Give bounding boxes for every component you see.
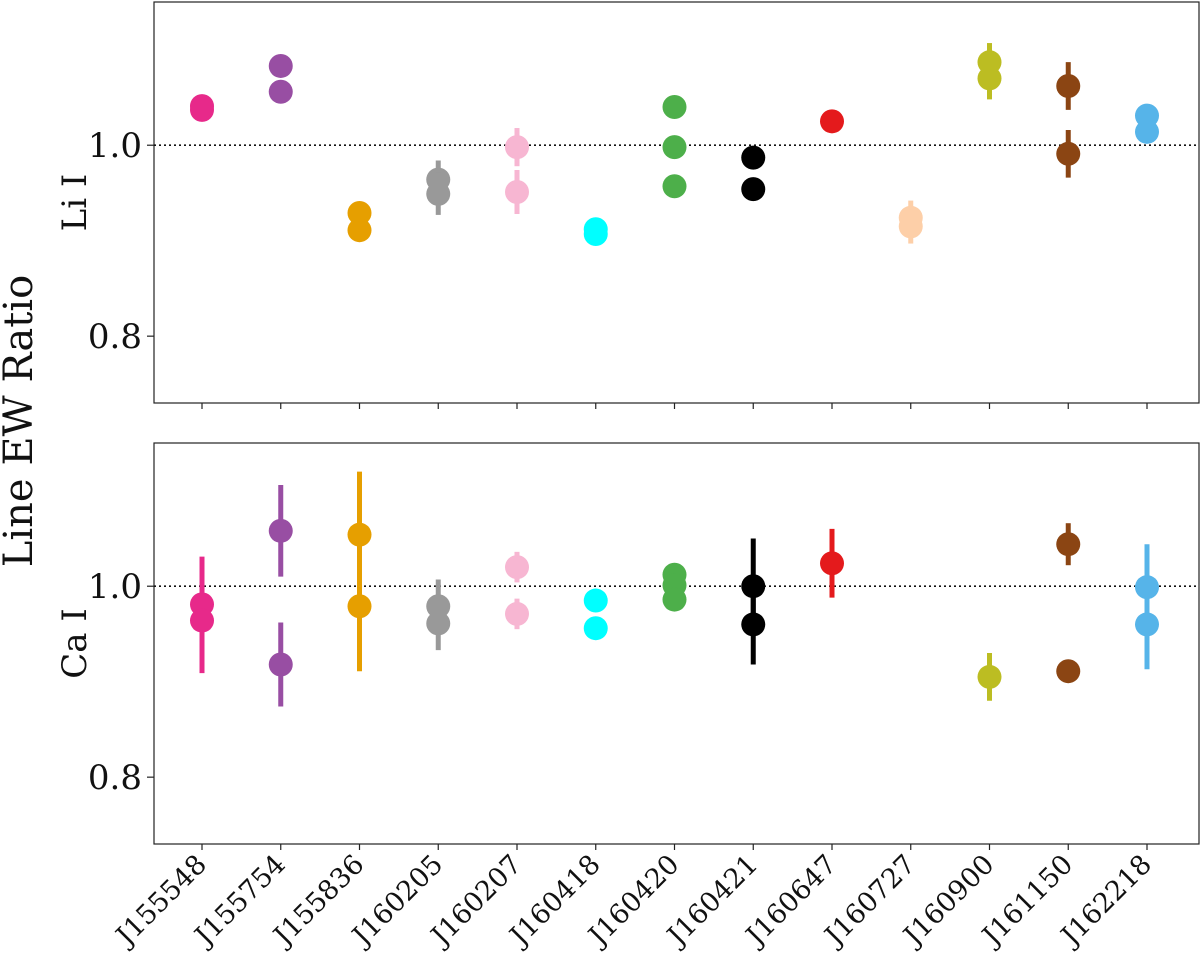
data-point-j155754	[268, 652, 293, 677]
data-point-j160205	[426, 181, 451, 206]
data-point-j160421	[741, 612, 766, 637]
y-tick-label: 0.8	[88, 758, 142, 798]
axes-frame	[153, 1, 1200, 404]
data-point-j162218	[1135, 612, 1159, 637]
data-point-j160421	[741, 177, 766, 202]
data-point-j155836	[347, 201, 372, 226]
data-point-j155836	[347, 522, 372, 547]
chart-panels: 0.81.0Li I0.81.0Ca I	[55, 1, 1200, 850]
data-point-j162218	[1135, 119, 1159, 144]
data-point-j155754	[268, 79, 293, 104]
panel-label: Li I	[55, 174, 95, 232]
data-point-j160207	[505, 601, 529, 626]
panel-label: Ca I	[55, 608, 95, 679]
y-axis-title: Line EW Ratio	[0, 275, 42, 567]
data-point-j160420	[662, 95, 687, 120]
data-point-j155836	[347, 594, 372, 619]
data-point-j160727	[898, 214, 923, 239]
data-point-j160900	[977, 664, 1002, 689]
data-point-j161150	[1056, 659, 1081, 684]
panel-ca-i: 0.8 1.0Ca I	[55, 442, 1200, 850]
data-point-j160900	[977, 66, 1002, 91]
axes-frame	[153, 442, 1200, 845]
y-tick-label: 1.0	[88, 126, 142, 166]
y-tick-label: 0.8	[88, 317, 142, 357]
data-point-j160207	[505, 555, 529, 580]
data-point-j160420	[662, 135, 687, 160]
data-point-j160418	[583, 616, 608, 641]
data-point-j160647	[820, 109, 844, 134]
data-point-j160420	[662, 174, 687, 199]
x-axis-ticks: J155548J155754J155836J160205J160207J1604…	[108, 849, 1158, 954]
y-tick-label: 1.0	[88, 567, 142, 607]
data-point-j160420	[662, 587, 687, 612]
data-point-j160418	[583, 588, 608, 613]
data-point-j160207	[505, 135, 529, 160]
data-point-j161150	[1056, 141, 1081, 166]
data-point-j161150	[1056, 74, 1081, 99]
panel-li-i: 0.8 1.0 Li I	[55, 1, 1200, 409]
data-point-j161150	[1056, 532, 1081, 557]
data-point-j155754	[268, 53, 293, 78]
data-point-j160205	[426, 611, 451, 636]
data-point-j155548	[190, 97, 214, 122]
data-point-j155548	[190, 608, 214, 633]
data-point-j155836	[347, 218, 372, 243]
data-point-j160418	[583, 222, 608, 247]
data-point-j155754	[268, 518, 293, 543]
data-point-j160421	[741, 145, 766, 170]
data-point-j160647	[820, 551, 844, 576]
data-point-j160207	[505, 179, 529, 204]
